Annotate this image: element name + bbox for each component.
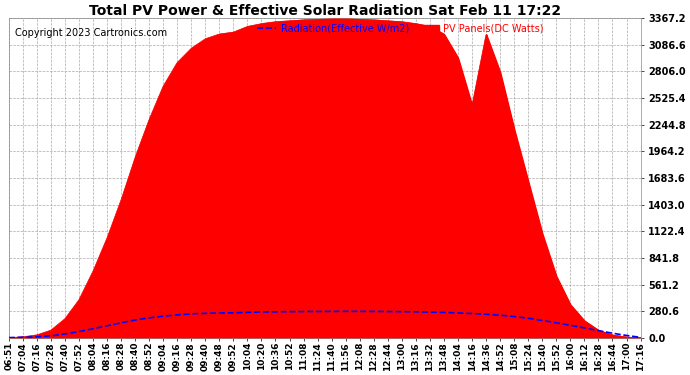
- Legend: Radiation(Effective W/m2), PV Panels(DC Watts): Radiation(Effective W/m2), PV Panels(DC …: [253, 20, 548, 38]
- Text: Copyright 2023 Cartronics.com: Copyright 2023 Cartronics.com: [15, 28, 167, 38]
- Title: Total PV Power & Effective Solar Radiation Sat Feb 11 17:22: Total PV Power & Effective Solar Radiati…: [88, 4, 561, 18]
